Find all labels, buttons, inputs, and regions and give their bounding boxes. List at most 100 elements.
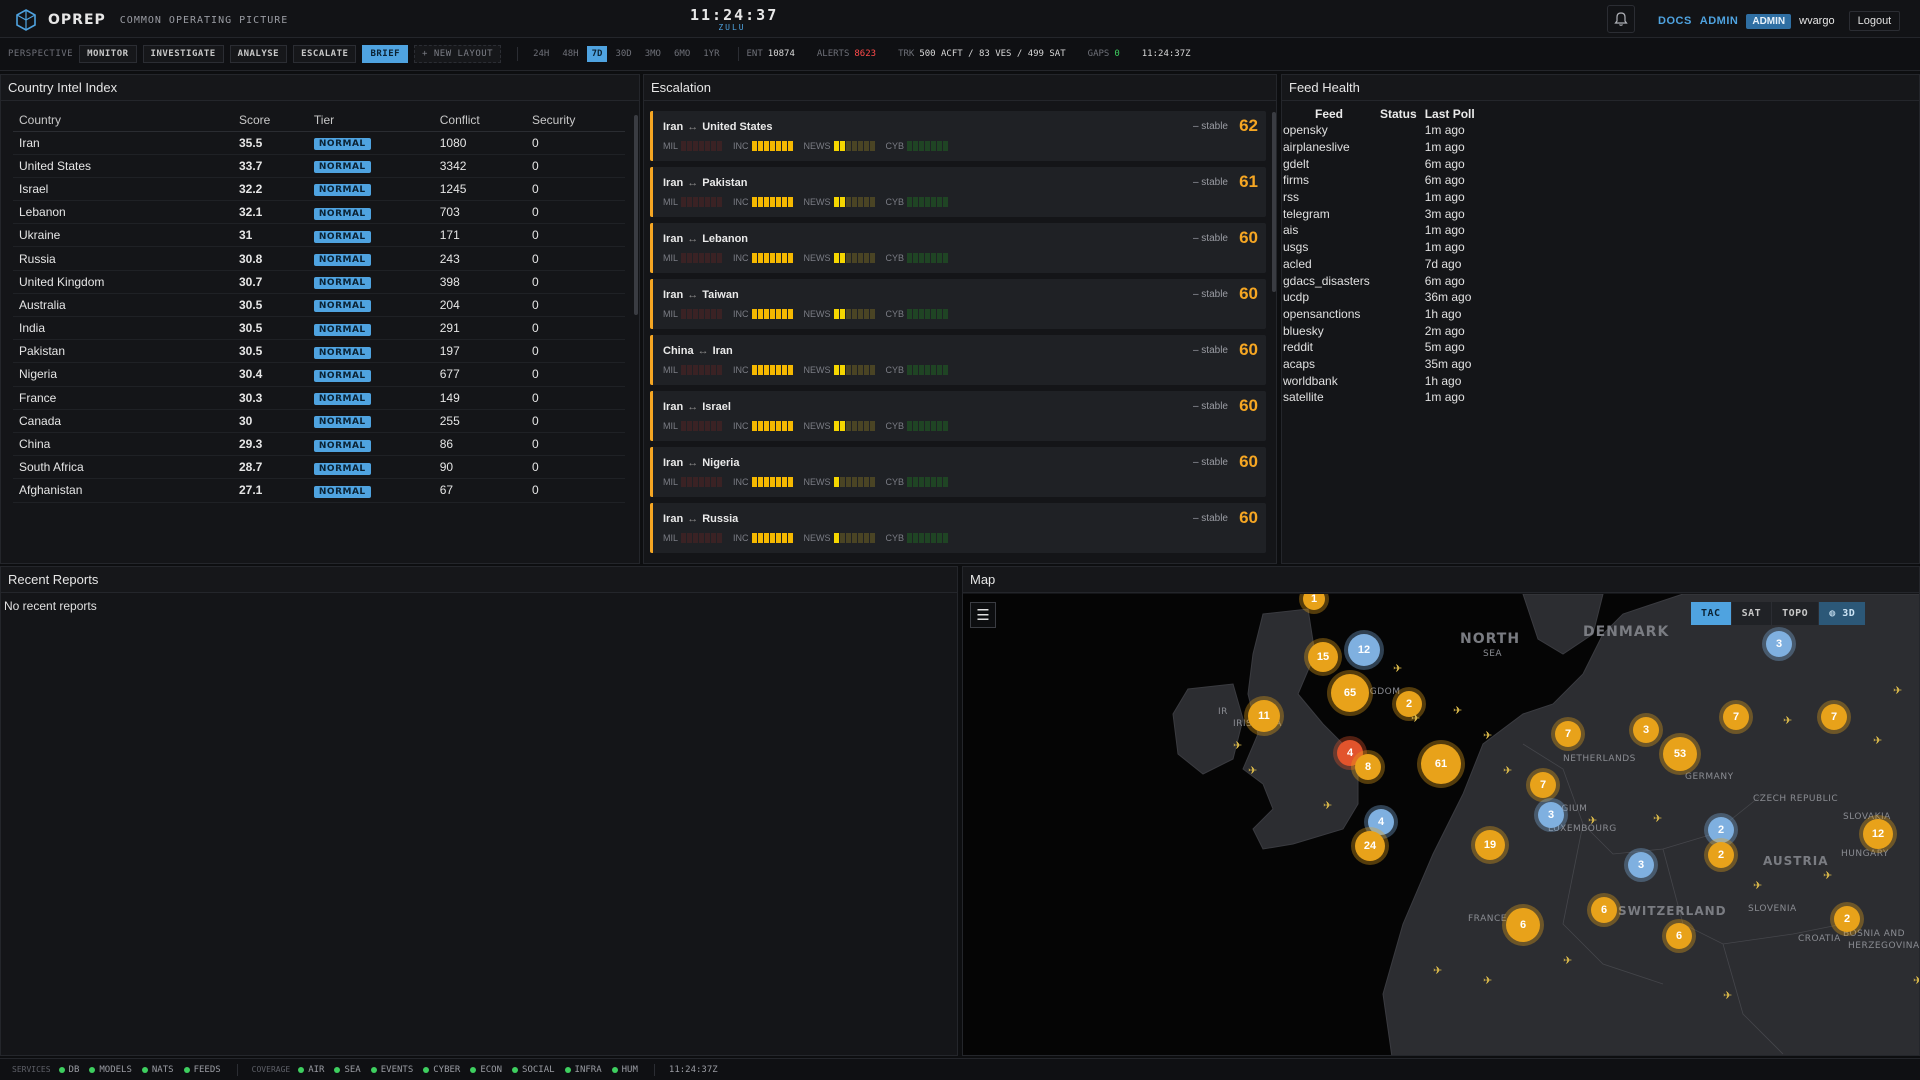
map-cluster[interactable]: 2: [1708, 842, 1734, 868]
scrollbar[interactable]: [634, 115, 638, 315]
table-row[interactable]: acled 7d ago: [1282, 256, 1479, 273]
map-cluster[interactable]: 15: [1308, 642, 1338, 672]
column-header[interactable]: Security: [526, 109, 625, 132]
column-header[interactable]: Conflict: [433, 109, 526, 132]
table-row[interactable]: Lebanon 32.1 NORMAL 703 0: [13, 200, 625, 225]
table-row[interactable]: Nigeria 30.4 NORMAL 677 0: [13, 362, 625, 387]
aircraft-icon[interactable]: ✈: [1563, 955, 1573, 967]
map-cluster[interactable]: 61: [1421, 744, 1461, 784]
table-row[interactable]: firms 6m ago: [1282, 172, 1479, 189]
aircraft-icon[interactable]: ✈: [1873, 735, 1883, 747]
table-row[interactable]: United States 33.7 NORMAL 3342 0: [13, 154, 625, 178]
map-cluster[interactable]: 24: [1355, 831, 1385, 861]
table-row[interactable]: airplaneslive 1m ago: [1282, 139, 1479, 156]
logout-button[interactable]: Logout: [1848, 11, 1901, 31]
map-cluster[interactable]: 65: [1331, 674, 1369, 712]
table-row[interactable]: United Kingdom 30.7 NORMAL 398 0: [13, 270, 625, 294]
escalation-card[interactable]: Iran ↔ Pakistan – stable 61 MIL INC NEWS CYB: [650, 167, 1266, 217]
table-row[interactable]: telegram 3m ago: [1282, 205, 1479, 222]
map-cluster[interactable]: 4: [1368, 809, 1394, 835]
map-cluster[interactable]: 7: [1530, 772, 1556, 798]
map-cluster[interactable]: 6: [1666, 923, 1692, 949]
aircraft-icon[interactable]: ✈: [1723, 990, 1733, 1002]
aircraft-icon[interactable]: ✈: [1503, 765, 1513, 777]
map-cluster[interactable]: 6: [1591, 897, 1617, 923]
escalation-card[interactable]: Iran ↔ Russia – stable 60 MIL INC NEWS CYB: [650, 503, 1266, 553]
table-row[interactable]: worldbank 1h ago: [1282, 372, 1479, 389]
map-cluster[interactable]: 53: [1663, 737, 1697, 771]
time-range-6mo[interactable]: 6MO: [673, 49, 691, 59]
map-cluster[interactable]: 3: [1538, 802, 1564, 828]
table-row[interactable]: acaps 35m ago: [1282, 356, 1479, 373]
aircraft-icon[interactable]: ✈: [1233, 740, 1243, 752]
column-header[interactable]: Country: [13, 109, 233, 132]
map-cluster[interactable]: 3: [1633, 717, 1659, 743]
aircraft-icon[interactable]: ✈: [1433, 965, 1443, 977]
perspective-tab-brief[interactable]: BRIEF: [362, 45, 409, 63]
aircraft-icon[interactable]: ✈: [1653, 813, 1663, 825]
table-row[interactable]: Iran 35.5 NORMAL 1080 0: [13, 131, 625, 155]
table-row[interactable]: Israel 32.2 NORMAL 1245 0: [13, 177, 625, 202]
escalation-card[interactable]: Iran ↔ Lebanon – stable 60 MIL INC NEWS CYB: [650, 223, 1266, 273]
table-row[interactable]: reddit 5m ago: [1282, 339, 1479, 356]
time-range-1yr[interactable]: 1YR: [703, 49, 720, 59]
aircraft-icon[interactable]: ✈: [1913, 974, 1919, 987]
notifications-button[interactable]: [1607, 5, 1635, 33]
table-row[interactable]: Pakistan 30.5 NORMAL 197 0: [13, 339, 625, 364]
map-cluster[interactable]: 1: [1303, 594, 1325, 610]
aircraft-icon[interactable]: ✈: [1411, 713, 1421, 725]
new-layout-button[interactable]: + NEW LAYOUT: [414, 45, 502, 63]
escalation-card[interactable]: China ↔ Iran – stable 60 MIL INC NEWS CYB: [650, 335, 1266, 385]
map-cluster[interactable]: 8: [1355, 754, 1381, 780]
table-row[interactable]: usgs 1m ago: [1282, 239, 1479, 256]
aircraft-icon[interactable]: ✈: [1453, 705, 1463, 717]
table-row[interactable]: opensanctions 1h ago: [1282, 306, 1479, 323]
time-range-48h[interactable]: 48H: [562, 49, 579, 59]
map-cluster[interactable]: 7: [1723, 704, 1749, 730]
time-range-7d[interactable]: 7D: [586, 46, 608, 62]
docs-link[interactable]: DOCS: [1658, 15, 1692, 27]
table-row[interactable]: Canada 30 NORMAL 255 0: [13, 409, 625, 433]
escalation-card[interactable]: Iran ↔ Nigeria – stable 60 MIL INC NEWS CYB: [650, 447, 1266, 497]
map-menu-button[interactable]: ☰: [970, 602, 996, 628]
escalation-card[interactable]: Iran ↔ Israel – stable 60 MIL INC NEWS CYB: [650, 391, 1266, 441]
table-row[interactable]: bluesky 2m ago: [1282, 322, 1479, 339]
aircraft-icon[interactable]: ✈: [1783, 715, 1793, 727]
column-header[interactable]: Last Poll: [1424, 106, 1475, 121]
aircraft-icon[interactable]: ✈: [1823, 870, 1833, 882]
table-row[interactable]: Australia 30.5 NORMAL 204 0: [13, 293, 625, 318]
table-row[interactable]: China 29.3 NORMAL 86 0: [13, 432, 625, 457]
perspective-tab-escalate[interactable]: ESCALATE: [293, 45, 357, 63]
perspective-tab-monitor[interactable]: MONITOR: [79, 45, 137, 63]
map-cluster[interactable]: 2: [1708, 817, 1734, 843]
table-row[interactable]: gdelt 6m ago: [1282, 155, 1479, 172]
table-row[interactable]: Ukraine 31 NORMAL 171 0: [13, 223, 625, 248]
column-header[interactable]: Status: [1380, 106, 1417, 121]
table-row[interactable]: India 30.5 NORMAL 291 0: [13, 316, 625, 341]
table-row[interactable]: gdacs_disasters 6m ago: [1282, 272, 1479, 289]
time-range-30d[interactable]: 30D: [615, 49, 632, 59]
perspective-tab-analyse[interactable]: ANALYSE: [229, 45, 288, 63]
aircraft-icon[interactable]: ✈: [1393, 663, 1403, 675]
column-header[interactable]: Score: [233, 109, 308, 132]
layer-3d-button[interactable]: ◍ 3D: [1819, 602, 1867, 625]
aircraft-icon[interactable]: ✈: [1893, 685, 1903, 697]
map-cluster[interactable]: 3: [1628, 852, 1654, 878]
table-row[interactable]: satellite 1m ago: [1282, 389, 1479, 406]
table-row[interactable]: ucdp 36m ago: [1282, 289, 1479, 306]
map-cluster[interactable]: 7: [1555, 721, 1581, 747]
table-row[interactable]: rss 1m ago: [1282, 189, 1479, 206]
map-cluster[interactable]: 19: [1475, 830, 1505, 860]
table-row[interactable]: France 30.3 NORMAL 149 0: [13, 386, 625, 410]
aircraft-icon[interactable]: ✈: [1323, 800, 1333, 812]
escalation-card[interactable]: Iran ↔ United States – stable 62 MIL INC NEWS CY…: [650, 111, 1266, 161]
aircraft-icon[interactable]: ✈: [1588, 815, 1598, 827]
map-cluster[interactable]: 3: [1766, 631, 1792, 657]
table-row[interactable]: ais 1m ago: [1282, 222, 1479, 239]
aircraft-icon[interactable]: ✈: [1753, 880, 1763, 892]
table-row[interactable]: Russia 30.8 NORMAL 243 0: [13, 246, 625, 271]
escalation-card[interactable]: Iran ↔ Taiwan – stable 60 MIL INC NEWS CYB: [650, 279, 1266, 329]
map-cluster[interactable]: 12: [1348, 634, 1380, 666]
map-cluster[interactable]: 12: [1863, 819, 1893, 849]
scrollbar[interactable]: [1272, 112, 1276, 292]
